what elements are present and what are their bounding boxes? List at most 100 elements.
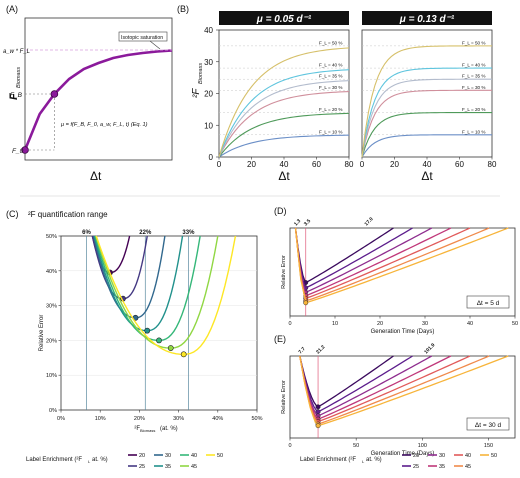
x-axis-label: Generation Time (Days) [371,329,435,335]
curve-point [21,146,29,154]
y-tick-label: 10 [204,121,213,130]
x-axis-label: Generation Time (Days) [371,451,435,457]
x-tick-label: 50 [512,321,518,327]
annotation-pointer [149,40,161,50]
series-label: F_L = 40 % [319,63,342,68]
y-mark-f0: F_0 [12,148,24,155]
y-tick-label: 0 [209,153,214,162]
panel-label: (E) [274,334,286,344]
legend-item: 35 [439,464,445,470]
x-axis-label: Δt [90,169,102,183]
legend-title-tail: at. %) [92,457,108,463]
x-tick-label: 20 [377,321,383,327]
top-mark: 7.7 [298,346,307,355]
series-label: F_L = 50 % [462,40,485,45]
error-curve [294,227,433,294]
growth-curve [361,134,493,158]
legend-item: 20 [413,453,419,459]
legend-item: 40 [465,453,471,459]
y-tick-label: 30 [204,58,213,67]
x-tick-label: 0 [217,160,222,169]
growth-curve [361,67,493,158]
error-curve [294,227,490,302]
x-tick-label: 40 [467,321,473,327]
curve-minimum [303,300,309,306]
y-axis-label-sub: Biomass [16,67,22,88]
panel-a: (A) a_w * F_L F_B F_0 Isotopic saturation μ =… [3,4,173,183]
growth-curve [361,89,493,158]
x-tick-label: 20 [390,160,399,169]
growth-curve [361,78,493,158]
growth-curve [218,112,350,158]
series-label: F_L = 30 % [462,85,485,90]
y-tick-label: 0% [49,408,57,414]
y-axis-label: F [8,93,20,100]
subplot-title-bar [219,11,349,25]
error-curve [299,355,509,426]
series-label: F_L = 35 % [462,74,485,79]
series-label: F_L = 10 % [462,129,485,134]
growth-curve [361,112,493,158]
legend-item: 45 [465,464,471,470]
top-mark: 101.9 [423,342,436,355]
y-tick-label: 40% [46,269,57,275]
x-axis-label: ²F [134,426,140,432]
error-curve [294,227,452,297]
legend-item: 50 [491,453,497,459]
panel-frame [289,355,516,439]
y-tick-label: 20% [46,338,57,344]
y-axis-label: Relative Error [39,315,45,352]
range-label: 22% [139,230,152,236]
subplot-title: μ = 0.05 d⁻¹ [256,14,312,25]
series-label: F_L = 30 % [319,85,342,90]
growth-curve [218,47,350,158]
x-tick-label: 40 [280,160,289,169]
curve-minimum [156,337,162,344]
legend-right: Label Enrichment (²F L at. %) 20 30 40 50 25 35… [300,453,497,470]
panel-e: (E) 7.7 21.2 101.9 0 50 100 150 Generation Time … [274,334,516,457]
x-tick-label: 30 [422,321,428,327]
series-label: F_L = 20 % [462,107,485,112]
legend-item: 25 [139,464,145,470]
legend-item: 40 [191,453,197,459]
x-axis-label: Δt [278,169,290,183]
panel-label-b: (B) [177,4,189,14]
panel-a-frame [24,17,173,161]
x-tick-label: 50 [353,443,359,449]
x-tick-label: 80 [488,160,497,169]
growth-curve [218,134,350,158]
error-curve [93,235,184,332]
panel-c-frame [60,235,258,411]
y-tick-label: 50% [46,234,57,240]
x-tick-label: 0 [360,160,365,169]
legend-item: 35 [165,464,171,470]
y-tick-label: 20 [204,90,213,99]
x-axis-label: Δt [421,169,433,183]
growth-curve [218,69,350,158]
error-curve [299,355,433,416]
saturation-curve [23,49,173,151]
x-axis-label-sub: Biomass [140,428,155,433]
error-curve [95,235,237,356]
series-label: F_L = 20 % [319,107,342,112]
annotation-saturation: Isotopic saturation [121,35,163,41]
y-axis-label-sub: Biomass [198,63,204,84]
panel-b: (B) μ = 0.05 d⁻¹ F_L = 10 % F_L = 20 % F_L =… [177,4,497,183]
annotation-box [466,417,510,431]
y-axis-label: Relative Error [281,255,287,289]
x-axis-unit: (at. %) [160,426,178,432]
series-label: F_L = 40 % [462,63,485,68]
panel-label-c: (C) [6,209,19,219]
y-mark-aw-fl: a_w * F_L [3,49,30,55]
x-tick-label: 0 [288,321,291,327]
subplot-title: μ = 0.13 d⁻¹ [399,14,455,25]
legend-title-sub: L [88,459,91,464]
top-mark: 17.0 [364,216,375,227]
x-tick-label: 20% [134,416,145,422]
error-curve [299,355,394,408]
panel-label: (D) [274,206,287,216]
growth-curve [218,90,350,158]
error-curve [299,355,452,420]
top-mark: 1.3 [293,218,302,227]
